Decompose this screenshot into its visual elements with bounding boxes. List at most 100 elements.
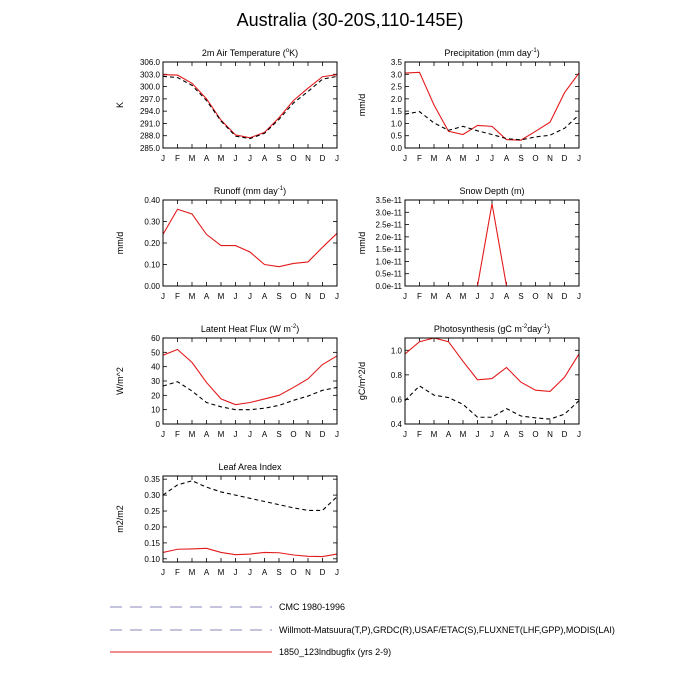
y-axis-label: mm/d [115,232,125,255]
x-tick-label: D [320,568,326,577]
y-tick-label: 294.0 [140,107,161,116]
x-tick-label: M [431,154,438,163]
x-tick-label: A [262,292,268,301]
plot-frame [162,199,338,287]
x-tick-label: F [175,568,180,577]
y-tick-label: 303.0 [140,70,161,79]
x-tick-label: J [234,568,238,577]
legend-entry-label: Willmott-Matsuura(T,P),GRDC(R),USAF/ETAC… [279,625,615,635]
x-tick-label: F [175,430,180,439]
x-tick-label: A [504,292,510,301]
obs-series-line [163,381,337,411]
y-tick-label: 2.5e-11 [375,221,402,230]
x-tick-label: M [460,292,467,301]
x-tick-label: S [276,430,281,439]
panel-title: Runoff (mm day-1) [214,186,286,196]
panel-title: Snow Depth (m) [459,186,524,196]
x-tick-label: A [446,292,452,301]
panel-title-part: 2m Air Temperature ( [202,48,286,58]
x-tick-label: M [460,154,467,163]
y-tick-label: 60 [151,334,160,343]
x-tick-label: O [290,568,296,577]
legend-entry-label: 1850_123lndbugfix (yrs 2-9) [279,647,391,657]
y-tick-label: 306.0 [140,58,161,67]
x-tick-label: J [248,292,252,301]
x-tick-label: D [562,430,568,439]
panel-title: 2m Air Temperature (oK) [202,48,298,58]
x-tick-label: A [504,154,510,163]
x-tick-label: J [234,292,238,301]
y-tick-label: 3.5 [391,58,403,67]
model-series-line [405,71,579,141]
x-tick-label: A [262,430,268,439]
model-series-line [163,74,337,139]
x-tick-label: S [276,568,281,577]
y-tick-label: 1.0e-11 [375,257,402,266]
x-tick-label: J [234,430,238,439]
x-tick-label: M [431,292,438,301]
x-tick-label: J [577,154,581,163]
x-tick-label: M [189,292,196,301]
panel-title-part: o [286,48,290,54]
chart-panel-4: Snow Depth (m) mm/d 0.0e-11 0.5e-11 1.0e-11 1… [357,186,581,301]
y-tick-label: 0.40 [144,196,160,205]
x-tick-label: J [490,292,494,301]
panel-title-part: Latent Heat Flux (W m [201,324,291,334]
x-tick-label: A [204,154,210,163]
y-tick-label: 2.0 [391,95,403,104]
x-tick-label: J [248,430,252,439]
x-tick-label: J [403,154,407,163]
y-tick-label: 0.20 [144,523,160,532]
chart-panel-5: Latent Heat Flux (W m-2) W/m^2 0 10 20 30 40 50… [115,324,339,439]
x-tick-label: N [547,154,553,163]
y-tick-label: 0.5 [391,132,403,141]
x-tick-label: A [446,154,452,163]
legend: CMC 1980-1996 Willmott-Matsuura(T,P),GRDC… [110,602,615,657]
x-tick-label: N [547,430,553,439]
x-tick-label: F [175,292,180,301]
obs-series-line [163,75,337,140]
x-tick-label: J [490,154,494,163]
x-tick-label: N [305,154,311,163]
x-tick-label: A [204,568,210,577]
x-tick-label: J [161,154,165,163]
y-tick-label: 0.5e-11 [375,270,402,279]
x-tick-label: J [161,568,165,577]
x-tick-label: O [532,430,538,439]
panel-title-part: K) [289,48,298,58]
panel-title: Precipitation (mm day-1) [444,48,539,58]
obs-series-line [163,480,337,511]
x-tick-label: J [335,568,339,577]
y-tick-label: 0.6 [391,395,403,404]
x-tick-label: O [532,154,538,163]
x-tick-label: F [417,430,422,439]
x-tick-label: J [476,154,480,163]
y-tick-label: 50 [151,348,160,357]
x-tick-label: M [189,568,196,577]
x-tick-label: O [290,292,296,301]
chart-panel-3: Runoff (mm day-1) mm/d 0.00 0.10 0.20 0.30 0.4… [115,186,339,301]
x-tick-label: N [305,292,311,301]
x-tick-label: S [518,292,523,301]
x-tick-label: M [218,292,225,301]
chart-panel-7: Leaf Area Index m2/m2 0.10 0.15 0.20 0.25 0.30… [115,462,339,577]
x-tick-label: N [305,568,311,577]
panel-title-part: ) [283,186,286,196]
x-tick-label: F [417,292,422,301]
x-tick-label: N [305,430,311,439]
y-tick-label: 0.20 [144,239,160,248]
x-tick-label: J [490,430,494,439]
model-series-line [163,348,337,406]
x-tick-label: F [175,154,180,163]
panel-title: Latent Heat Flux (W m-2) [201,324,299,334]
x-tick-label: J [403,292,407,301]
panel-title-part: Runoff (mm day [214,186,278,196]
x-tick-label: A [204,430,210,439]
x-tick-label: M [189,154,196,163]
x-tick-label: J [161,430,165,439]
panel-title-part: -1 [531,48,537,54]
x-tick-label: D [562,292,568,301]
y-tick-label: 30 [151,377,160,386]
y-tick-label: 0.10 [144,555,160,564]
plot-frame [162,61,338,149]
